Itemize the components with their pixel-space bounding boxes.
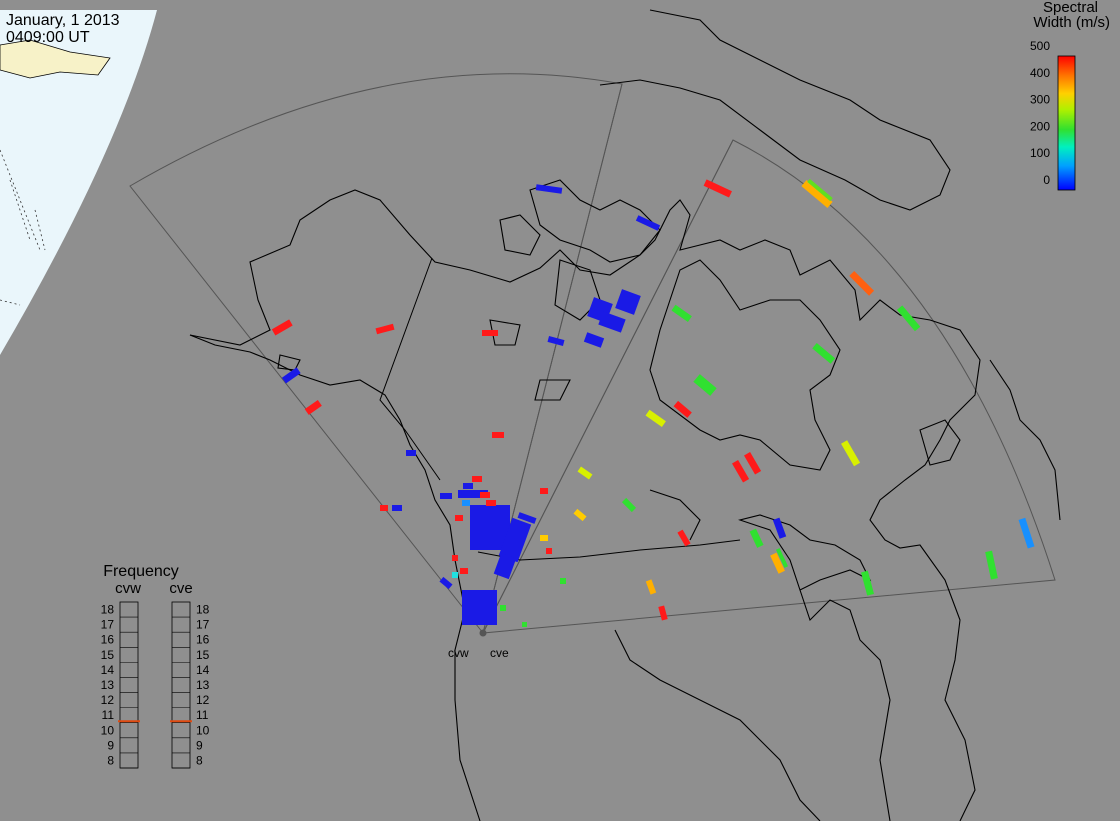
colorbar-tick-label: 100 (1030, 146, 1050, 160)
radar-site-marker (479, 629, 487, 637)
colorbar-tick-label: 400 (1030, 66, 1050, 80)
colorbar-tick-label: 0 (1043, 173, 1050, 187)
cvw-field-of-view (129, 73, 623, 635)
frequency-scale-label: 16 (101, 633, 115, 647)
frequency-scale-label: 14 (196, 663, 210, 677)
frequency-scale-label: 12 (101, 693, 115, 707)
frequency-scale-label: 13 (196, 678, 210, 692)
colorbar-tick-label: 300 (1030, 93, 1050, 107)
frequency-scale-label: 9 (196, 738, 203, 752)
colorbar-title-line2: Width (m/s) (1033, 14, 1110, 31)
frequency-scale-label: 8 (196, 753, 203, 767)
radar-echoes (271, 178, 1035, 627)
frequency-scale-label: 10 (101, 723, 115, 737)
time-label: 0409:00 UT (6, 29, 90, 46)
frequency-scale-label: 11 (196, 708, 209, 722)
frequency-scale-label: 11 (102, 708, 115, 722)
frequency-scale-label: 9 (107, 738, 114, 752)
frequency-bar-cve (171, 601, 191, 769)
cve-field-of-view (482, 139, 1056, 634)
colorbar: Spectral Width (m/s) 500 400 300 200 100 0 (1030, 0, 1110, 191)
dotted-latitude (0, 149, 46, 306)
dayside-region (0, 10, 157, 355)
frequency-scale-label: 17 (101, 618, 115, 632)
frequency-bar-cvw (119, 601, 139, 769)
radar-site-label-cve: cve (490, 646, 509, 660)
frequency-scale-label: 8 (107, 753, 114, 767)
frequency-scale-label: 16 (196, 633, 210, 647)
frequency-scale-label: 18 (196, 603, 210, 617)
frequency-scale-label: 13 (101, 678, 115, 692)
frequency-scale-label: 14 (101, 663, 115, 677)
frequency-radar-label-cvw: cvw (115, 580, 141, 597)
colorbar-gradient (1057, 55, 1076, 191)
radar-site-label-cvw: cvw (448, 646, 469, 660)
frequency-scale-label: 15 (101, 648, 115, 662)
frequency-scale-label: 15 (196, 648, 210, 662)
colorbar-tick-label: 500 (1030, 39, 1050, 53)
colorbar-tick-label: 200 (1030, 119, 1050, 133)
date-label: January, 1 2013 (6, 12, 120, 29)
coastlines (189, 9, 1061, 821)
frequency-title: Frequency (103, 563, 179, 580)
frequency-radar-label-cve: cve (169, 580, 192, 597)
frequency-scale-label: 10 (196, 723, 210, 737)
frequency-scale-label: 12 (196, 693, 210, 707)
ice-shape (0, 39, 111, 79)
frequency-scale-label: 18 (101, 603, 115, 617)
colorbar-title-line1: Spectral (1043, 0, 1098, 16)
frequency-scale-label: 17 (196, 618, 210, 632)
